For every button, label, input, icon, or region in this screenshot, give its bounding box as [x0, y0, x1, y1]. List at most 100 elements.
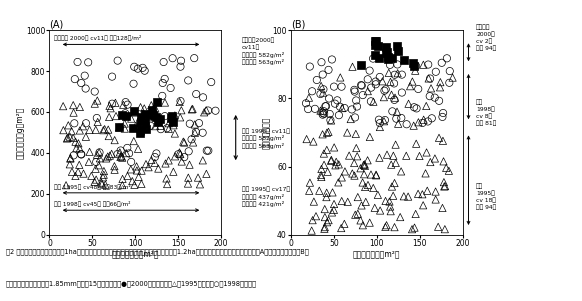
Point	[391, 95, 400, 100]
Point	[63, 135, 72, 140]
Point	[389, 153, 398, 158]
Point	[151, 106, 160, 111]
Point	[75, 128, 84, 133]
Point	[369, 99, 378, 104]
Point	[113, 152, 122, 157]
Point	[323, 169, 332, 174]
Point	[187, 107, 197, 112]
Point	[409, 123, 418, 128]
Point	[119, 102, 128, 107]
Point	[440, 227, 449, 231]
Point	[322, 195, 331, 200]
Point	[384, 57, 393, 62]
Point	[411, 64, 421, 68]
Point	[331, 101, 340, 106]
Point	[198, 130, 207, 135]
Point	[358, 93, 367, 98]
Point	[81, 134, 91, 139]
Point	[152, 100, 161, 104]
Point	[319, 151, 328, 156]
Point	[150, 160, 159, 165]
Point	[122, 113, 131, 118]
Text: 注）精玄米収量は、粒厚1.85mm、水分15％に換算値。●：2000年複粒点播、△：1995年散播、○：1998年散播。: 注）精玄米収量は、粒厚1.85mm、水分15％に換算値。●：2000年複粒点播、…	[6, 280, 257, 287]
Point	[322, 220, 332, 225]
Point	[370, 205, 379, 210]
Point	[196, 182, 205, 187]
Point	[365, 135, 374, 139]
Point	[183, 181, 193, 186]
Point	[390, 225, 399, 230]
Point	[132, 168, 141, 173]
Point	[183, 78, 193, 83]
Point	[312, 78, 321, 82]
Point	[379, 95, 389, 100]
Point	[122, 151, 131, 156]
Point	[166, 85, 175, 90]
Point	[117, 154, 126, 159]
Point	[118, 155, 127, 160]
Text: 散播 1998年 cv45％ 平均66本/m²: 散播 1998年 cv45％ 平均66本/m²	[54, 201, 130, 207]
Point	[439, 184, 449, 189]
Point	[189, 140, 198, 145]
Point	[368, 186, 378, 191]
Point	[423, 188, 432, 193]
Point	[353, 211, 363, 216]
Point	[190, 130, 200, 135]
Point	[329, 84, 339, 89]
Point	[318, 90, 328, 95]
Point	[389, 81, 399, 86]
Point	[347, 171, 357, 176]
Point	[327, 159, 336, 163]
Point	[110, 164, 119, 169]
Point	[357, 62, 366, 67]
Point	[375, 121, 385, 126]
Point	[188, 107, 197, 111]
Point	[375, 208, 385, 213]
Y-axis label: 精玄米収量（g／m²）: 精玄米収量（g／m²）	[16, 106, 24, 159]
Point	[411, 212, 420, 216]
Point	[350, 161, 359, 166]
Point	[418, 120, 427, 125]
Point	[389, 193, 398, 198]
Point	[431, 197, 441, 202]
Point	[69, 103, 78, 107]
Point	[393, 121, 403, 126]
Point	[317, 172, 326, 177]
Point	[77, 152, 86, 157]
Point	[136, 105, 145, 110]
Point	[176, 99, 185, 104]
Point	[90, 179, 99, 184]
Point	[325, 112, 335, 116]
Point	[128, 126, 137, 130]
Point	[179, 139, 188, 144]
Point	[363, 77, 372, 82]
Point	[191, 129, 201, 134]
Point	[91, 177, 101, 182]
Point	[113, 58, 122, 63]
Point	[170, 131, 179, 136]
Point	[390, 72, 399, 77]
Point	[120, 121, 129, 126]
Point	[338, 106, 347, 110]
Point	[140, 112, 149, 116]
Point	[147, 108, 157, 113]
Point	[84, 60, 93, 65]
Text: 散播 1995年 cv17％
平均収量 437g/m²
全剛収量 421g/m²: 散播 1995年 cv17％ 平均収量 437g/m² 全剛収量 421g/m²	[242, 187, 290, 207]
Point	[351, 132, 360, 136]
Point	[356, 83, 365, 88]
Point	[176, 64, 185, 69]
Point	[118, 183, 127, 188]
Point	[427, 116, 436, 121]
Point	[193, 175, 203, 180]
Point	[356, 166, 365, 171]
Point	[85, 127, 94, 132]
Point	[320, 111, 329, 116]
Point	[305, 180, 314, 185]
Point	[320, 163, 329, 167]
Point	[185, 121, 194, 126]
Point	[117, 113, 126, 118]
Point	[160, 100, 169, 105]
Point	[357, 203, 366, 208]
Point	[375, 125, 385, 129]
Point	[431, 189, 440, 194]
